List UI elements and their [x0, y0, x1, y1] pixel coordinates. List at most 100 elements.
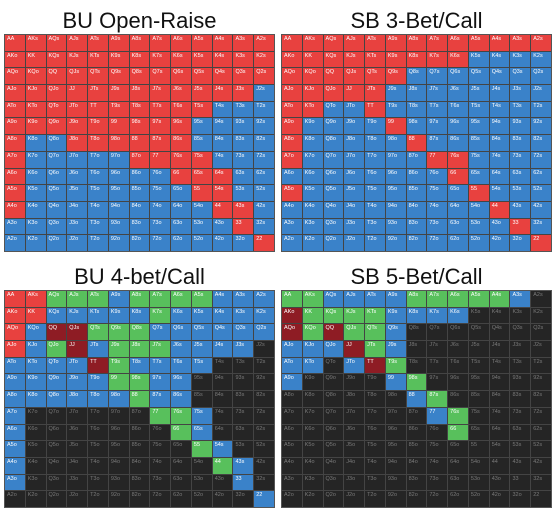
hand-cell: 92o — [108, 235, 129, 251]
hand-cell: QQ — [46, 324, 67, 341]
hand-label: Q3o — [325, 219, 336, 226]
hand-cell: 86s — [448, 391, 468, 407]
hand-cell: 98s — [406, 118, 427, 135]
hand-label: 95s — [193, 375, 203, 382]
hand-cell: 84s — [212, 391, 233, 407]
hand-label: 55 — [470, 442, 478, 449]
hand-cell: KJo — [302, 85, 323, 101]
hand-label: Q6o — [48, 425, 59, 432]
hand-label: QJo — [325, 86, 336, 93]
hand-cell: A7s — [150, 291, 171, 307]
hand-cell: J3s — [233, 341, 254, 357]
hand-cell: Q7o — [323, 151, 344, 168]
hand-cell: 82s — [531, 135, 551, 151]
hand-cell: 72s — [531, 151, 551, 168]
hand-label: 72s — [256, 408, 266, 415]
hand-label: 76s — [173, 408, 183, 415]
hand-label: T9o — [90, 119, 100, 126]
hand-cell: QQ — [323, 324, 344, 341]
hand-label: AKo — [7, 308, 18, 315]
hand-label: 22 — [256, 236, 263, 243]
hand-cell: AQs — [46, 35, 67, 51]
hand-range-grid: AA AKs AQs AJs ATs A9s A8s A7s A6s A5s A4s A3s A2s AK… — [4, 290, 275, 508]
hand-cell: T6o — [365, 168, 385, 185]
hand-cell: 93s — [510, 118, 531, 135]
hand-cell: AQs — [46, 291, 67, 307]
hand-label: J9o — [69, 119, 79, 126]
hand-cell: 76s — [171, 407, 191, 424]
hand-label: Q2o — [325, 236, 336, 243]
hand-cell: KJo — [25, 85, 46, 101]
hand-cell: 42s — [254, 201, 274, 218]
hand-cell: 76s — [448, 407, 468, 424]
hand-cell: A8o — [282, 391, 302, 407]
hand-label: 63o — [450, 475, 460, 482]
hand-cell: T5o — [88, 441, 108, 457]
hand-label: Q8s — [408, 69, 419, 76]
hand-label: 98o — [387, 136, 398, 143]
hand-label: KQs — [325, 52, 337, 59]
hand-cell: 94s — [212, 118, 233, 135]
hand-cell: QQ — [46, 68, 67, 85]
hand-label: K6o — [304, 425, 315, 432]
hand-cell: J9o — [67, 118, 88, 135]
hand-label: QTo — [325, 102, 336, 109]
hand-label: QJo — [48, 86, 59, 93]
hand-label: 52s — [256, 442, 266, 449]
hand-cell: AA — [5, 291, 25, 307]
hand-cell: 82o — [129, 235, 150, 251]
hand-label: J6s — [173, 342, 182, 349]
hand-label: JTo — [346, 358, 355, 365]
hand-cell: AQo — [282, 324, 302, 341]
hand-cell: K9o — [302, 118, 323, 135]
hand-cell: T3o — [365, 218, 385, 235]
hand-cell: A7o — [282, 407, 302, 424]
hand-label: QQ — [325, 69, 335, 76]
hand-label: K6s — [173, 308, 183, 315]
hand-cell: 32o — [510, 235, 531, 251]
hand-label: J3o — [69, 219, 79, 226]
hand-label: 84o — [131, 458, 141, 465]
hand-label: 33 — [512, 219, 519, 226]
hand-label: Q7o — [48, 408, 59, 415]
hand-cell: J9o — [344, 118, 365, 135]
hand-cell: KTs — [365, 307, 385, 324]
hand-cell: 96o — [385, 168, 406, 185]
hand-cell: J9s — [108, 341, 129, 357]
hand-cell: KJs — [67, 51, 88, 68]
hand-label: 84o — [408, 202, 418, 209]
hand-cell: J2s — [254, 85, 274, 101]
hand-label: 65s — [470, 169, 480, 176]
hand-cell: AA — [282, 291, 302, 307]
hand-cell: Q4s — [489, 324, 510, 341]
hand-label: 44 — [491, 458, 498, 465]
hand-cell: K2o — [25, 235, 46, 251]
hand-cell: 98o — [385, 135, 406, 151]
hand-label: Q8s — [131, 325, 142, 332]
hand-cell: ATo — [282, 101, 302, 118]
hand-cell: K2s — [531, 307, 551, 324]
hand-label: JJ — [69, 86, 75, 93]
hand-label: A5s — [193, 36, 204, 42]
hand-cell: Q4o — [323, 201, 344, 218]
hand-cell: Q2o — [46, 491, 67, 507]
hand-cell: Q8o — [46, 391, 67, 407]
hand-cell: 92s — [531, 374, 551, 391]
hand-label: KJs — [346, 52, 356, 59]
hand-label: J7o — [346, 152, 356, 159]
hand-cell: KTs — [88, 307, 108, 324]
hand-cell: A6s — [448, 35, 468, 51]
hand-cell: 63s — [510, 424, 531, 441]
hand-label: 63s — [235, 425, 245, 432]
hand-cell: 63s — [510, 168, 531, 185]
hand-label: T5s — [470, 358, 481, 365]
hand-label: K7o — [27, 408, 38, 415]
hand-cell: J2s — [531, 341, 551, 357]
hand-cell: 65o — [448, 185, 468, 201]
hand-cell: 64s — [489, 168, 510, 185]
hand-label: T3o — [367, 219, 377, 226]
hand-cell: A8o — [5, 391, 25, 407]
hand-cell: 96s — [171, 374, 191, 391]
hand-cell: K2s — [254, 51, 274, 68]
hand-label: 33 — [235, 219, 242, 226]
